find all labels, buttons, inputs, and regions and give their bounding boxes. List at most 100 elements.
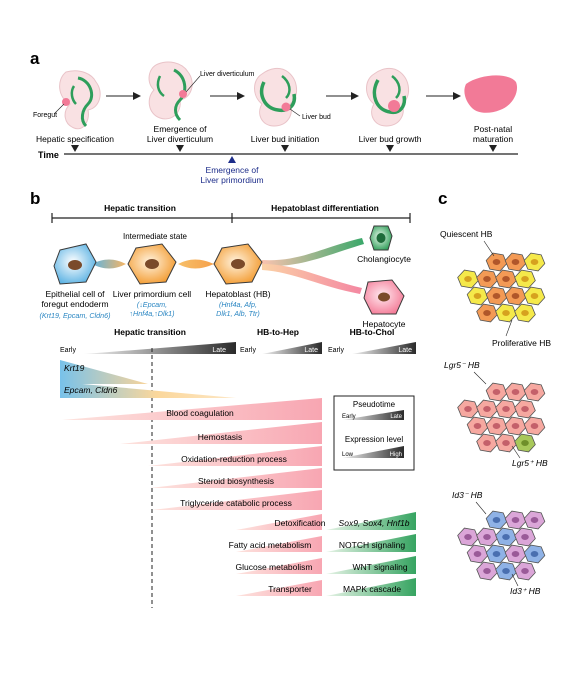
hb-cell-nucleus: [530, 259, 539, 265]
wedge-sox9: [326, 512, 416, 530]
process-fatty-acid: Fatty acid metabolism: [229, 540, 312, 550]
hepatic-transition-heading: Hepatic transition: [104, 203, 176, 213]
hb-cell-nucleus: [483, 568, 491, 574]
quiescent-proliferative-cluster: [457, 252, 546, 323]
hb-cell-nucleus: [464, 276, 472, 282]
process-blood-coagulation: Blood coagulation: [166, 408, 234, 418]
embryo-bud-initiation-icon: [254, 67, 297, 127]
hepatoblast-label: Hepatoblast (HB): [205, 289, 270, 299]
header-hb-to-hep: HB-to-Hep: [257, 327, 299, 337]
hb-cell-nucleus: [511, 517, 520, 523]
wedge-wnt: [326, 556, 416, 574]
primordium-markers-1: (↓Epcam,: [137, 300, 167, 309]
cholangiocyte-label: Cholangiocyte: [357, 254, 411, 264]
primordium-markers-2: ↑Hnf4a,↑Dlk1): [129, 309, 174, 318]
epithelial-cell-icon: [53, 243, 97, 285]
hb-cell-nucleus: [492, 517, 501, 523]
chol-mapk: MAPK cascade: [343, 584, 401, 594]
hepatoblast-markers-1: (Hnf4a, Afp,: [219, 300, 257, 309]
hb-cell-nucleus: [483, 310, 491, 316]
legend-pseudotime: Pseudotime: [353, 400, 396, 409]
wedge-mapk: [326, 578, 416, 596]
wedge-blood-coagulation: [62, 398, 322, 420]
embryo-bud-growth-icon: [366, 67, 409, 127]
hepatocyte-cell-icon: [363, 279, 405, 315]
flow-epithelial-to-primordium: [92, 259, 126, 269]
hb-cell-nucleus: [502, 440, 510, 446]
stage-label-bud-initiation: Liver bud initiation: [251, 134, 320, 144]
time-tick: [281, 145, 289, 152]
time-tick: [71, 145, 79, 152]
stage-label-postnatal-1: Post-natal: [474, 124, 512, 134]
process-glucose: Glucose metabolism: [235, 562, 312, 572]
hb-cell-nucleus: [521, 276, 529, 282]
stage-label-diverticulum-1: Emergence of: [154, 124, 208, 134]
process-transporter: Transporter: [268, 584, 312, 594]
hb-cell-nucleus: [530, 389, 539, 395]
primordium-tick: [228, 156, 236, 163]
wedge-hemostasis: [120, 422, 322, 444]
lgr5-neg-pointer: [473, 371, 487, 385]
liver-diverticulum-label: Liver diverticulum: [200, 71, 255, 78]
process-steroid-biosynthesis: Steroid biosynthesis: [198, 476, 274, 486]
hb-cell-nucleus: [473, 551, 482, 557]
early-label: Early: [60, 347, 76, 354]
time-ticks: [71, 145, 497, 163]
chol-sox9: Sox9, Sox4, Hnf1b: [339, 518, 410, 528]
flow-hb-to-hepatocyte: [262, 264, 362, 294]
hb-cell-nucleus: [492, 389, 501, 395]
late-label: Late: [212, 347, 226, 354]
early-label: Early: [240, 347, 256, 354]
process-triglyceride: Triglyceride catabolic process: [180, 498, 292, 508]
hb-cell-nucleus: [492, 551, 501, 557]
hb-cell-nucleus: [492, 423, 501, 429]
cholangiocyte-cell-icon: [369, 225, 393, 251]
time-axis-label: Time: [38, 150, 59, 160]
wedge-triglyceride: [152, 490, 322, 510]
hepatocyte-label: Hepatocyte: [363, 319, 406, 329]
hb-cell-nucleus: [511, 259, 520, 265]
primordium-cell-icon: [127, 243, 177, 285]
hb-cell-nucleus: [483, 276, 491, 282]
embryo-specification-icon: [59, 70, 101, 130]
hb-cell-nucleus: [483, 440, 491, 446]
late-label: Late: [398, 347, 412, 354]
adult-liver-icon: [464, 75, 518, 113]
hb-cell-nucleus: [530, 551, 539, 557]
hb-cell-nucleus: [473, 293, 482, 299]
proliferative-pointer: [505, 319, 513, 337]
legend-high: High: [390, 452, 402, 458]
panel-c-letter: c: [438, 189, 447, 208]
hb-cell-nucleus: [473, 423, 482, 429]
chol-wnt: WNT signaling: [352, 562, 407, 572]
hepatoblast-cell-icon: [213, 243, 263, 285]
stage-label-bud-growth: Liver bud growth: [359, 134, 422, 144]
phase-bracket: [51, 213, 411, 223]
epithelial-label-2: foregut endoderm: [41, 299, 108, 309]
legend-box: [333, 395, 415, 471]
flow-primordium-to-hb: [178, 259, 214, 269]
hb-cell-nucleus: [464, 406, 472, 412]
wedge-epcam-cldn6: [60, 382, 236, 398]
hb-cell-nucleus: [511, 293, 520, 299]
wedge-krt19: [60, 360, 148, 384]
hb-cell-nucleus: [521, 440, 529, 446]
hb-cell-nucleus: [464, 534, 472, 540]
hb-cell-nucleus: [511, 389, 520, 395]
time-tick: [489, 145, 497, 152]
wedge-oxidation-reduction: [148, 446, 322, 466]
pseudotime-bar-hepatic: [84, 342, 236, 354]
hb-cell-nucleus: [502, 310, 510, 316]
hb-cell-nucleus: [502, 406, 510, 412]
process-oxidation-reduction: Oxidation-reduction process: [181, 454, 287, 464]
hepatoblast-differentiation-heading: Hepatoblast differentiation: [271, 203, 379, 213]
hb-cell-nucleus: [521, 406, 529, 412]
legend-low: Low: [342, 452, 354, 458]
header-hepatic-transition: Hepatic transition: [114, 327, 186, 337]
wedge-steroid-biosynthesis: [150, 468, 322, 488]
quiescent-pointer: [483, 240, 495, 257]
id3-neg-label: Id3⁻ HB: [452, 490, 483, 500]
hepatoblast-markers-2: Dlk1, Alb, Ttr): [216, 309, 260, 318]
hb-cell-nucleus: [511, 423, 520, 429]
lgr5-cluster: [457, 382, 546, 453]
